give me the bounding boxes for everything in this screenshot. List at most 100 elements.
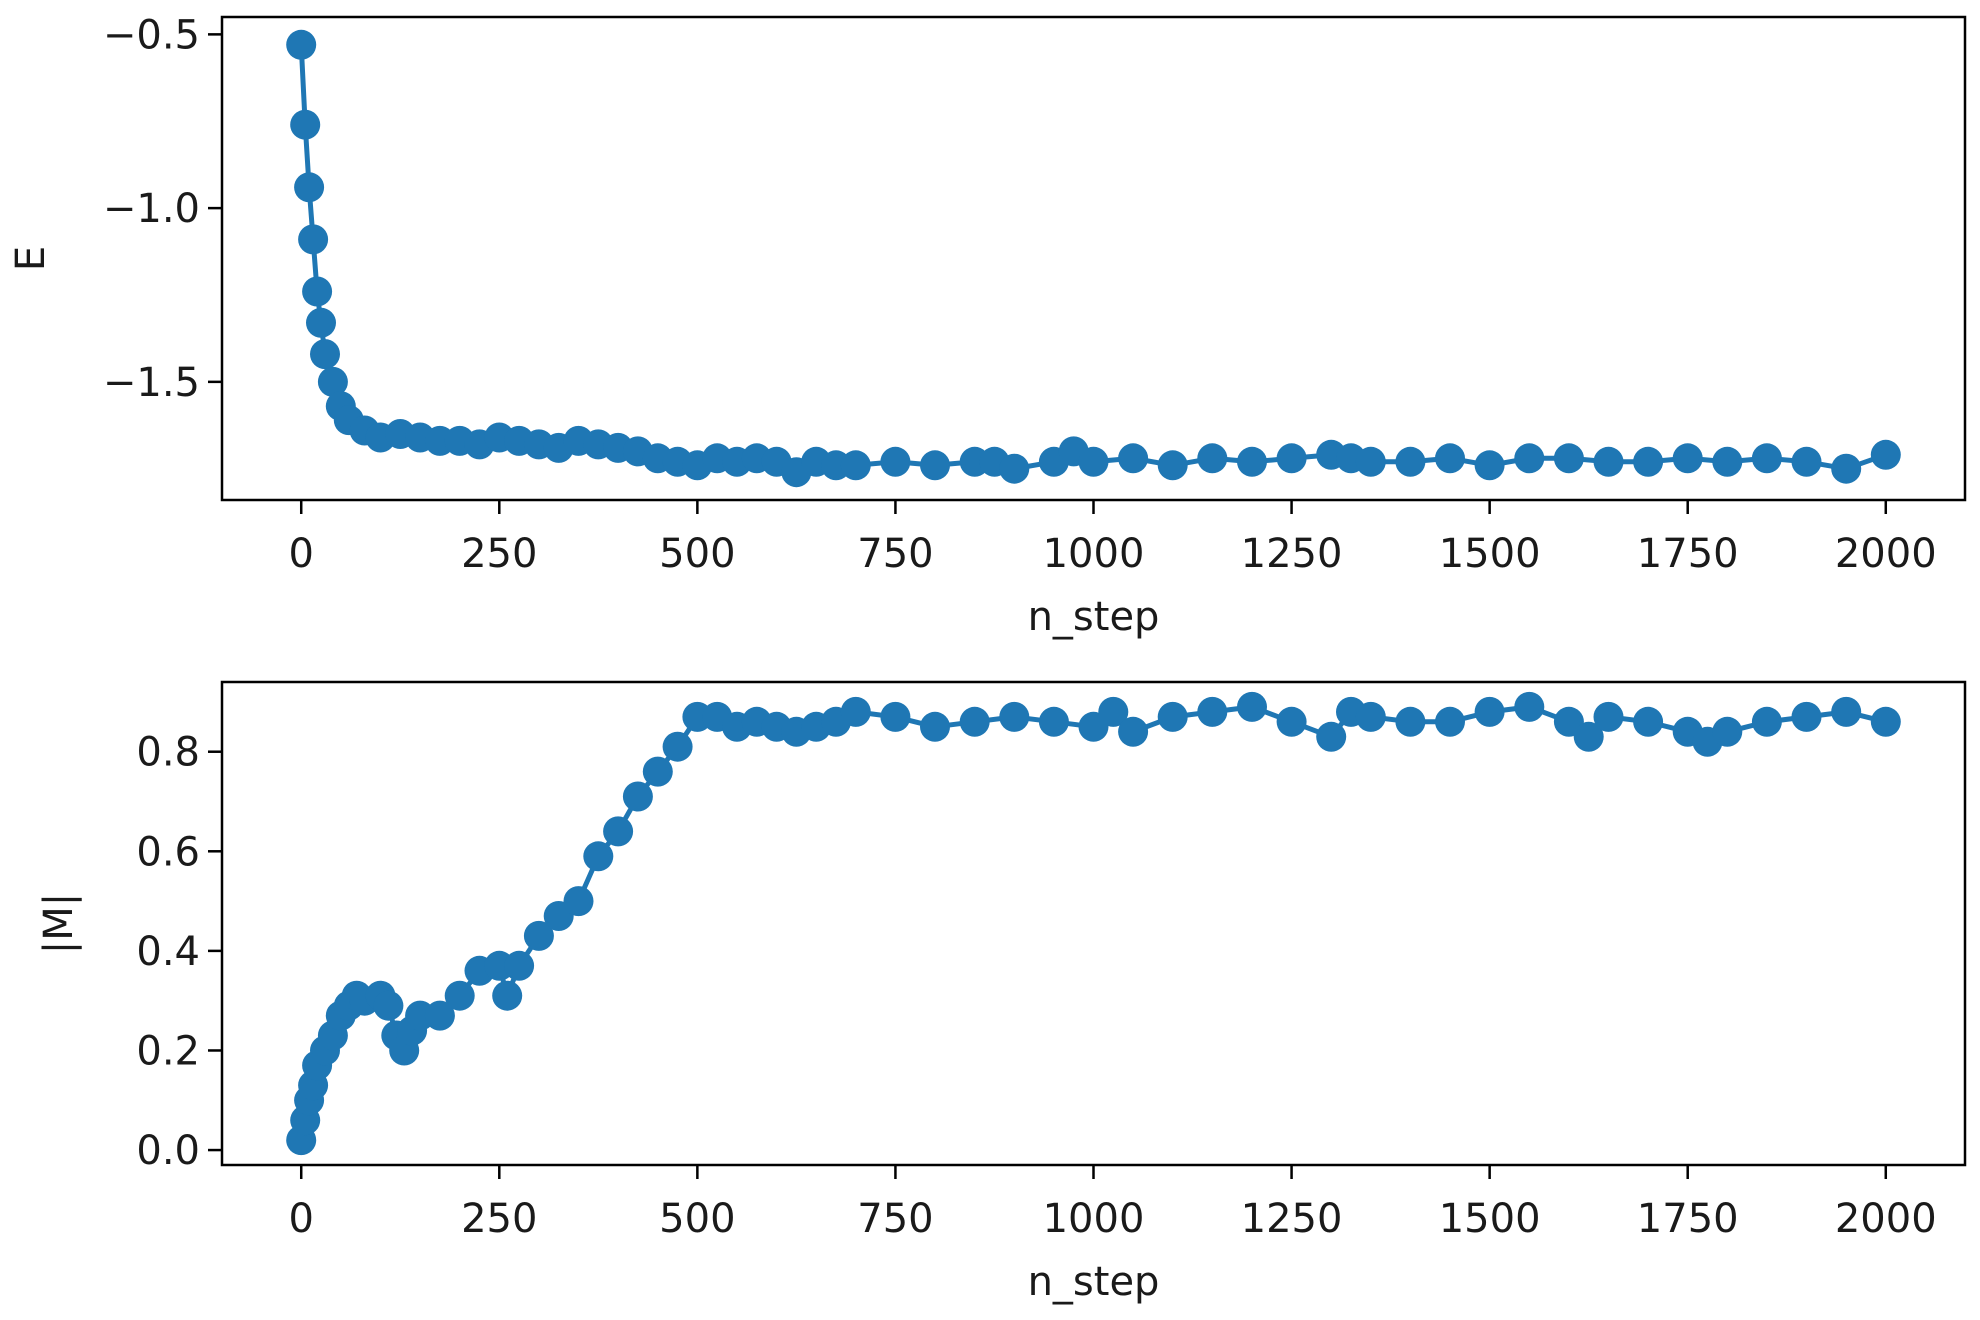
y-tick-label: 0.4 xyxy=(136,929,200,975)
x-tick-label: 750 xyxy=(857,531,933,577)
data-point xyxy=(492,980,523,1011)
y-tick-label: 0.2 xyxy=(136,1028,200,1074)
data-point xyxy=(1197,443,1228,474)
data-point xyxy=(1633,446,1664,477)
data-point xyxy=(1276,706,1307,737)
x-tick-label: 750 xyxy=(857,1196,933,1242)
x-tick-label: 1500 xyxy=(1439,531,1541,577)
data-point xyxy=(306,307,336,338)
x-tick-label: 1250 xyxy=(1241,531,1343,577)
data-point xyxy=(563,886,594,917)
data-point xyxy=(1514,691,1545,722)
data-point xyxy=(1474,450,1505,481)
x-tick-label: 1250 xyxy=(1241,1196,1343,1242)
data-point xyxy=(880,701,911,732)
data-point xyxy=(1098,696,1129,727)
x-tick-label: 1000 xyxy=(1043,1196,1145,1242)
data-point xyxy=(1791,701,1822,732)
data-point xyxy=(642,756,673,787)
y-tick-label: −1.0 xyxy=(103,186,200,232)
data-point xyxy=(1751,706,1782,737)
data-point xyxy=(920,450,950,481)
data-point xyxy=(1870,439,1901,470)
y-tick-label: 0.0 xyxy=(136,1128,200,1174)
data-point xyxy=(504,950,535,981)
data-point xyxy=(1791,446,1822,477)
data-point xyxy=(1831,453,1862,484)
y-tick-label: 0.8 xyxy=(136,730,200,776)
data-point xyxy=(1038,706,1069,737)
y-axis-label: |M| xyxy=(36,893,82,954)
data-point xyxy=(1593,701,1624,732)
data-point xyxy=(1316,721,1347,752)
data-point xyxy=(424,1000,455,1031)
data-point xyxy=(1197,696,1228,727)
x-tick-label: 500 xyxy=(659,531,735,577)
data-point xyxy=(1633,706,1664,737)
x-tick-label: 2000 xyxy=(1835,1196,1937,1242)
x-tick-label: 1750 xyxy=(1637,531,1739,577)
data-point xyxy=(1712,716,1743,747)
data-point xyxy=(1474,696,1505,727)
data-point xyxy=(1355,446,1386,477)
data-point xyxy=(603,816,634,847)
data-point xyxy=(1712,446,1743,477)
data-point xyxy=(1593,446,1624,477)
data-point xyxy=(999,453,1030,484)
x-axis-label: n_step xyxy=(1028,1259,1160,1305)
x-tick-label: 0 xyxy=(289,1196,314,1242)
data-point xyxy=(1514,443,1545,474)
x-axis-label: n_step xyxy=(1028,594,1160,640)
data-point xyxy=(1831,696,1862,727)
data-point xyxy=(523,920,554,951)
x-tick-label: 1750 xyxy=(1637,1196,1739,1242)
y-tick-label: −1.5 xyxy=(103,360,200,406)
data-point xyxy=(1078,446,1109,477)
data-point xyxy=(286,29,317,60)
data-point xyxy=(1237,691,1267,722)
data-point xyxy=(840,450,871,481)
data-point xyxy=(1118,716,1149,747)
y-tick-label: −0.5 xyxy=(103,12,200,58)
data-point xyxy=(1672,443,1703,474)
x-tick-label: 250 xyxy=(461,531,537,577)
data-point xyxy=(294,172,325,203)
y-axis-label: E xyxy=(8,246,54,271)
data-point xyxy=(310,339,340,370)
magnetization-panel: 0 250 500 750 1000 1250 1500 1750 2000 0.0 0.2 0.4 0… xyxy=(36,680,1967,1305)
data-point xyxy=(290,109,321,140)
data-point xyxy=(1157,701,1188,732)
energy-panel: 0 250 500 750 1000 1250 1500 1750 2000 −0.5 −1.0 −1… xyxy=(8,12,1967,640)
data-point xyxy=(1355,701,1386,732)
data-point xyxy=(583,841,614,872)
data-point xyxy=(1157,450,1188,481)
x-tick-label: 1000 xyxy=(1043,531,1145,577)
data-point xyxy=(1553,443,1584,474)
data-point xyxy=(920,711,950,742)
y-tick-label: 0.6 xyxy=(136,829,200,875)
data-point xyxy=(1751,443,1782,474)
x-tick-label: 0 xyxy=(289,531,314,577)
data-point xyxy=(444,980,475,1011)
data-point xyxy=(1395,706,1426,737)
plot-frame xyxy=(220,15,1967,502)
data-point xyxy=(999,701,1030,732)
data-point xyxy=(959,706,990,737)
data-point xyxy=(317,366,348,397)
data-point xyxy=(840,696,871,727)
data-point xyxy=(1395,446,1426,477)
series-line xyxy=(298,44,1887,475)
data-point xyxy=(1237,446,1267,477)
data-point xyxy=(298,224,329,255)
data-point xyxy=(1435,443,1465,474)
data-point xyxy=(1118,443,1149,474)
data-point xyxy=(1276,443,1307,474)
data-point xyxy=(373,990,404,1021)
x-tick-label: 1500 xyxy=(1439,1196,1541,1242)
data-point xyxy=(1435,706,1465,737)
x-tick-label: 500 xyxy=(659,1196,735,1242)
data-point xyxy=(662,731,693,762)
x-tick-label: 250 xyxy=(461,1196,537,1242)
data-point xyxy=(1870,706,1901,737)
